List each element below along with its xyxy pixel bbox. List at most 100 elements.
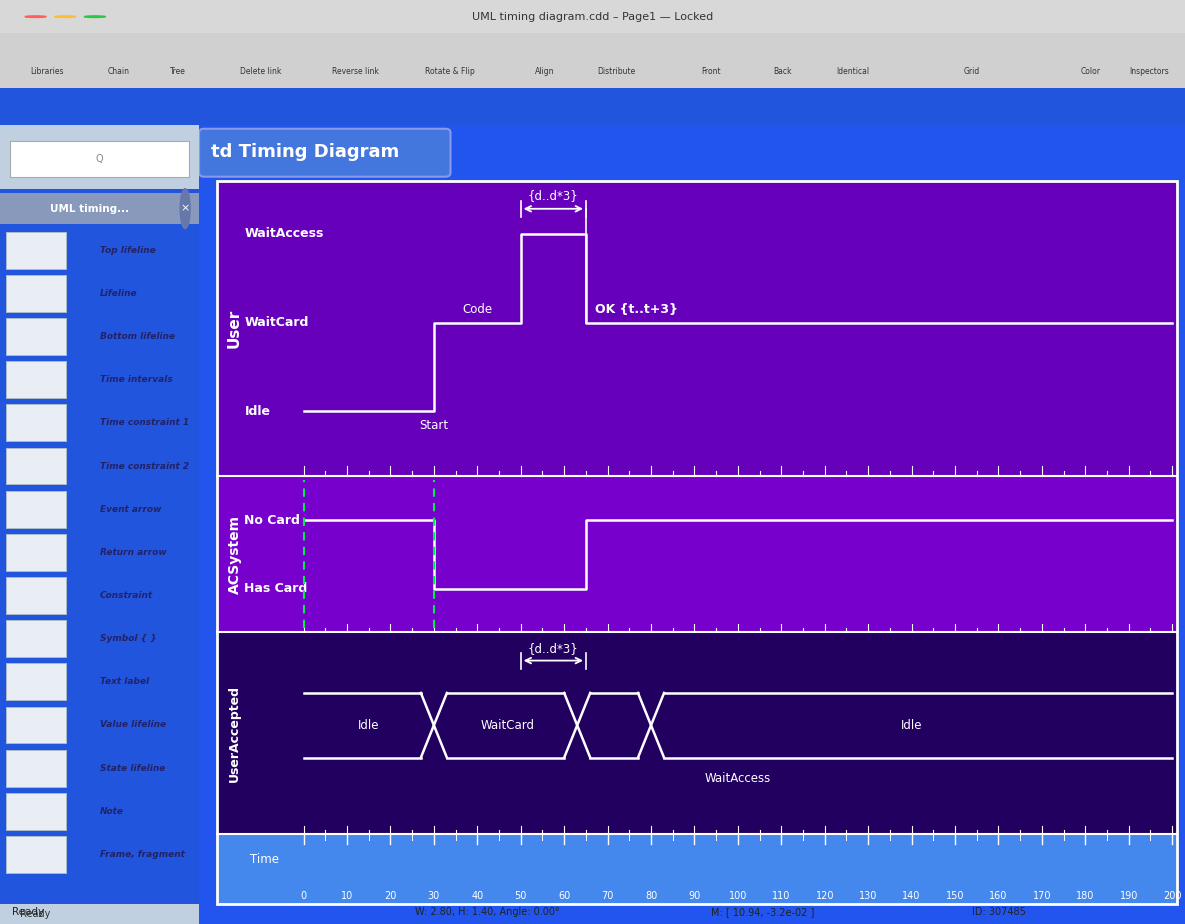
Text: Idle: Idle: [244, 405, 270, 418]
Text: M: [ 10.94, -3.2e-02 ]: M: [ 10.94, -3.2e-02 ]: [711, 907, 814, 918]
Text: Grid: Grid: [963, 67, 980, 77]
Text: Return arrow: Return arrow: [100, 548, 166, 557]
Bar: [6, 275, 65, 311]
Text: User: User: [228, 309, 242, 348]
Text: Has Card: Has Card: [244, 582, 308, 595]
Text: Delete link: Delete link: [241, 67, 281, 77]
Bar: [6, 405, 65, 442]
Text: WaitCard: WaitCard: [481, 719, 534, 732]
Bar: [9, 140, 190, 176]
Bar: [6, 663, 65, 700]
Text: WaitAccess: WaitAccess: [244, 227, 324, 240]
Text: Rotate & Flip: Rotate & Flip: [425, 67, 475, 77]
Text: Symbol { }: Symbol { }: [100, 634, 156, 643]
Text: {d..d*3}: {d..d*3}: [529, 642, 578, 655]
Text: Align: Align: [536, 67, 555, 77]
Text: 130: 130: [859, 891, 877, 901]
Text: Code: Code: [462, 303, 493, 316]
Bar: [0, 33, 1185, 88]
Circle shape: [55, 16, 76, 18]
Bar: [6, 361, 65, 398]
Text: 150: 150: [946, 891, 965, 901]
Text: Idle: Idle: [358, 719, 379, 732]
Text: State lifeline: State lifeline: [100, 763, 165, 772]
Bar: [6, 491, 65, 528]
Text: 50: 50: [514, 891, 527, 901]
Text: Reverse link: Reverse link: [332, 67, 379, 77]
Text: 60: 60: [558, 891, 570, 901]
Text: Constraint: Constraint: [100, 591, 153, 600]
Text: 0: 0: [301, 891, 307, 901]
FancyBboxPatch shape: [199, 128, 450, 176]
Text: Time constraint 2: Time constraint 2: [100, 461, 188, 470]
Text: 180: 180: [1076, 891, 1095, 901]
Text: 160: 160: [989, 891, 1007, 901]
Text: Time: Time: [250, 853, 278, 866]
Text: Tree: Tree: [169, 67, 186, 77]
Circle shape: [84, 16, 105, 18]
Text: ACSystem: ACSystem: [228, 515, 242, 594]
Text: Time constraint 1: Time constraint 1: [100, 419, 188, 428]
Bar: [6, 534, 65, 571]
Text: {d..d*3}: {d..d*3}: [529, 189, 578, 202]
Text: 170: 170: [1032, 891, 1051, 901]
Text: No Card: No Card: [244, 514, 300, 527]
Text: Ready: Ready: [12, 907, 44, 918]
Text: 20: 20: [384, 891, 397, 901]
Bar: [6, 578, 65, 614]
Text: 110: 110: [773, 891, 790, 901]
Text: Distribute: Distribute: [597, 67, 635, 77]
Bar: [6, 318, 65, 355]
Bar: [199, 125, 1185, 176]
Text: 190: 190: [1120, 891, 1138, 901]
Bar: [6, 232, 65, 269]
Text: 120: 120: [815, 891, 834, 901]
Bar: [217, 834, 1177, 904]
Text: td Timing Diagram: td Timing Diagram: [211, 143, 399, 161]
Bar: [217, 477, 1177, 632]
Text: 80: 80: [645, 891, 658, 901]
Text: Color: Color: [1081, 67, 1100, 77]
Text: ×: ×: [180, 203, 190, 213]
Text: Identical: Identical: [837, 67, 870, 77]
Text: 100: 100: [729, 891, 747, 901]
Text: UML timing...: UML timing...: [50, 203, 129, 213]
Bar: [6, 836, 65, 873]
Bar: [0, 125, 199, 188]
Bar: [6, 707, 65, 744]
Bar: [217, 632, 1177, 834]
Text: Bottom lifeline: Bottom lifeline: [100, 332, 174, 341]
Text: Note: Note: [100, 807, 123, 816]
Text: 90: 90: [688, 891, 700, 901]
Text: 30: 30: [428, 891, 440, 901]
Text: Q: Q: [96, 154, 103, 164]
Text: UserAccepted: UserAccepted: [228, 685, 241, 782]
Text: 200: 200: [1162, 891, 1181, 901]
Text: WaitCard: WaitCard: [244, 316, 309, 329]
Text: Ready: Ready: [20, 909, 50, 919]
Text: 140: 140: [903, 891, 921, 901]
Text: Text label: Text label: [100, 677, 149, 687]
Bar: [6, 447, 65, 484]
Text: Start: Start: [419, 419, 448, 432]
Text: Value lifeline: Value lifeline: [100, 721, 166, 729]
Text: Idle: Idle: [901, 719, 922, 732]
Text: 10: 10: [341, 891, 353, 901]
Bar: [217, 181, 1177, 477]
Circle shape: [180, 188, 190, 228]
Bar: [0, 193, 199, 224]
Bar: [0, 904, 199, 924]
Bar: [0, 0, 1185, 33]
Text: Libraries: Libraries: [31, 67, 64, 77]
Text: Frame, fragment: Frame, fragment: [100, 850, 185, 859]
Circle shape: [25, 16, 46, 18]
Text: Inspectors: Inspectors: [1129, 67, 1170, 77]
Bar: [6, 620, 65, 657]
Text: Lifeline: Lifeline: [100, 289, 137, 298]
Text: Time intervals: Time intervals: [100, 375, 172, 384]
Bar: [6, 793, 65, 830]
Bar: [6, 749, 65, 786]
Text: 70: 70: [602, 891, 614, 901]
Text: Event arrow: Event arrow: [100, 505, 161, 514]
Text: Top lifeline: Top lifeline: [100, 246, 155, 255]
